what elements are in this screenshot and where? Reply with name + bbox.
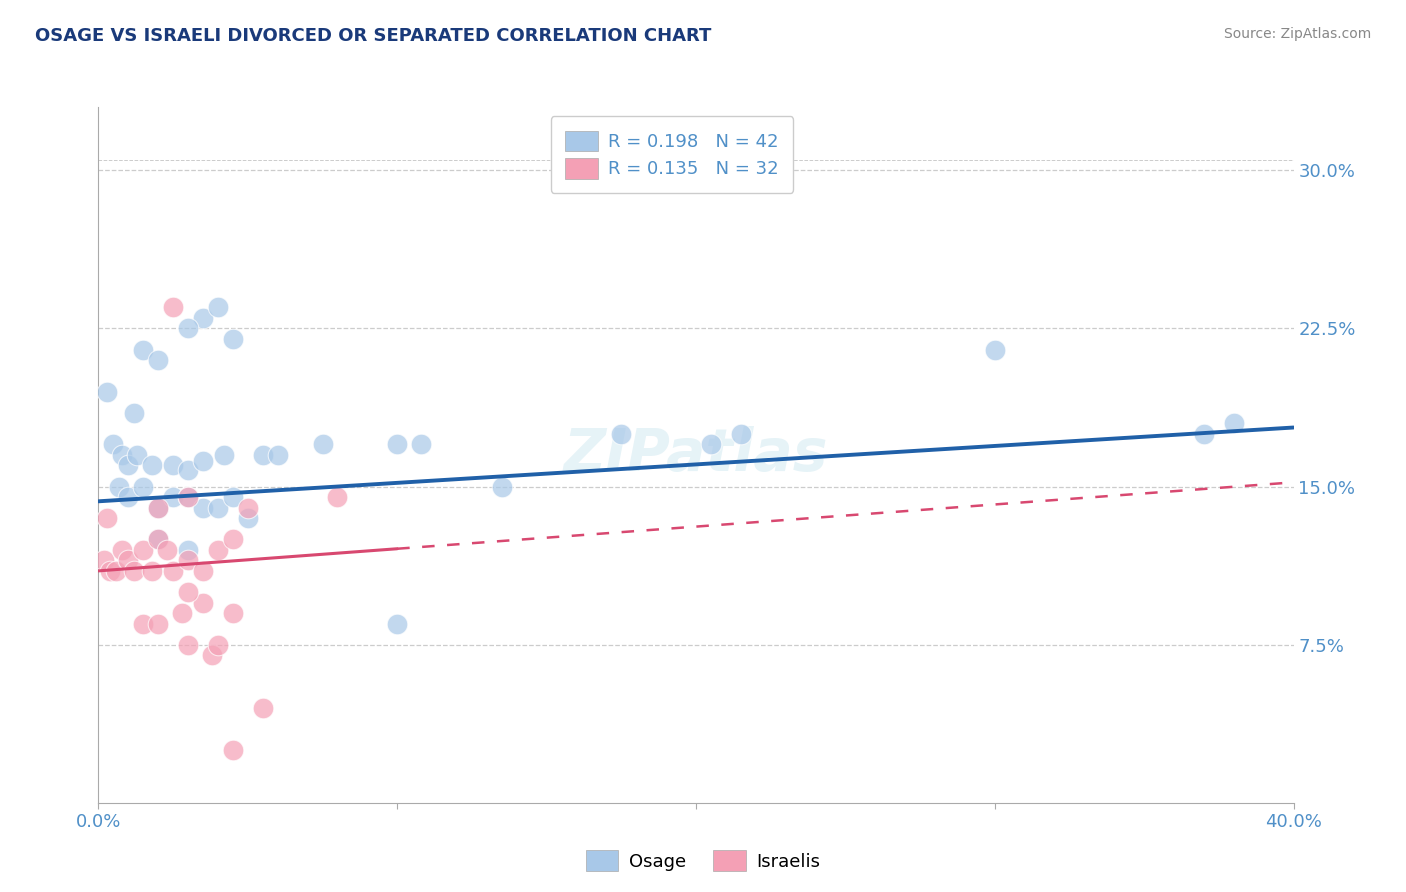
Point [1222, 417, 1246, 431]
Point [222, 743, 245, 757]
Point [117, 458, 139, 473]
Point [132, 343, 155, 357]
Point [177, 542, 200, 557]
Text: ZIPatlas: ZIPatlas [564, 426, 828, 483]
Point [132, 479, 155, 493]
Point [177, 490, 200, 504]
Point [172, 606, 194, 620]
Legend: R = 0.198   N = 42, R = 0.135   N = 32: R = 0.198 N = 42, R = 0.135 N = 32 [551, 116, 793, 193]
Point [103, 437, 125, 451]
Y-axis label: Divorced or Separated: Divorced or Separated [0, 361, 8, 549]
Point [148, 500, 170, 515]
Point [117, 490, 139, 504]
Point [207, 500, 229, 515]
Text: OSAGE VS ISRAELI DIVORCED OR SEPARATED CORRELATION CHART: OSAGE VS ISRAELI DIVORCED OR SEPARATED C… [35, 27, 711, 45]
Point [191, 454, 214, 468]
Point [252, 448, 274, 462]
Point [326, 490, 349, 504]
Point [177, 585, 200, 599]
Point [177, 553, 200, 567]
Point [984, 343, 1007, 357]
Point [100, 564, 122, 578]
Point [105, 564, 128, 578]
Point [96, 384, 118, 399]
Point [385, 616, 409, 631]
Point [207, 301, 229, 315]
Point [132, 616, 155, 631]
Point [148, 500, 170, 515]
Point [148, 533, 170, 547]
Point [491, 479, 513, 493]
Point [108, 479, 131, 493]
Point [124, 564, 146, 578]
Legend: Osage, Israelis: Osage, Israelis [578, 843, 828, 879]
Point [177, 463, 200, 477]
Point [148, 616, 170, 631]
Point [148, 353, 170, 368]
Text: Source: ZipAtlas.com: Source: ZipAtlas.com [1223, 27, 1371, 41]
Point [148, 533, 170, 547]
Point [730, 426, 752, 441]
Point [1192, 426, 1215, 441]
Point [141, 458, 163, 473]
Point [93, 553, 115, 567]
Point [700, 437, 723, 451]
Point [222, 332, 245, 346]
Point [201, 648, 224, 663]
Point [117, 553, 139, 567]
Point [191, 564, 214, 578]
Point [162, 458, 184, 473]
Point [162, 564, 184, 578]
Point [124, 406, 146, 420]
Point [127, 448, 149, 462]
Point [162, 301, 184, 315]
Point [177, 490, 200, 504]
Point [191, 310, 214, 325]
Point [267, 448, 290, 462]
Point [212, 448, 235, 462]
Point [177, 321, 200, 335]
Point [252, 701, 274, 715]
Point [411, 437, 433, 451]
Point [311, 437, 333, 451]
Point [141, 564, 163, 578]
Point [96, 511, 118, 525]
Point [207, 638, 229, 652]
Point [385, 437, 409, 451]
Point [191, 595, 214, 609]
Point [156, 542, 179, 557]
Point [162, 490, 184, 504]
Point [222, 490, 245, 504]
Point [610, 426, 633, 441]
Point [236, 511, 259, 525]
Point [132, 542, 155, 557]
Point [222, 533, 245, 547]
Point [177, 638, 200, 652]
Point [207, 542, 229, 557]
Point [191, 500, 214, 515]
Point [222, 606, 245, 620]
Point [111, 542, 134, 557]
Point [236, 500, 259, 515]
Point [111, 448, 134, 462]
